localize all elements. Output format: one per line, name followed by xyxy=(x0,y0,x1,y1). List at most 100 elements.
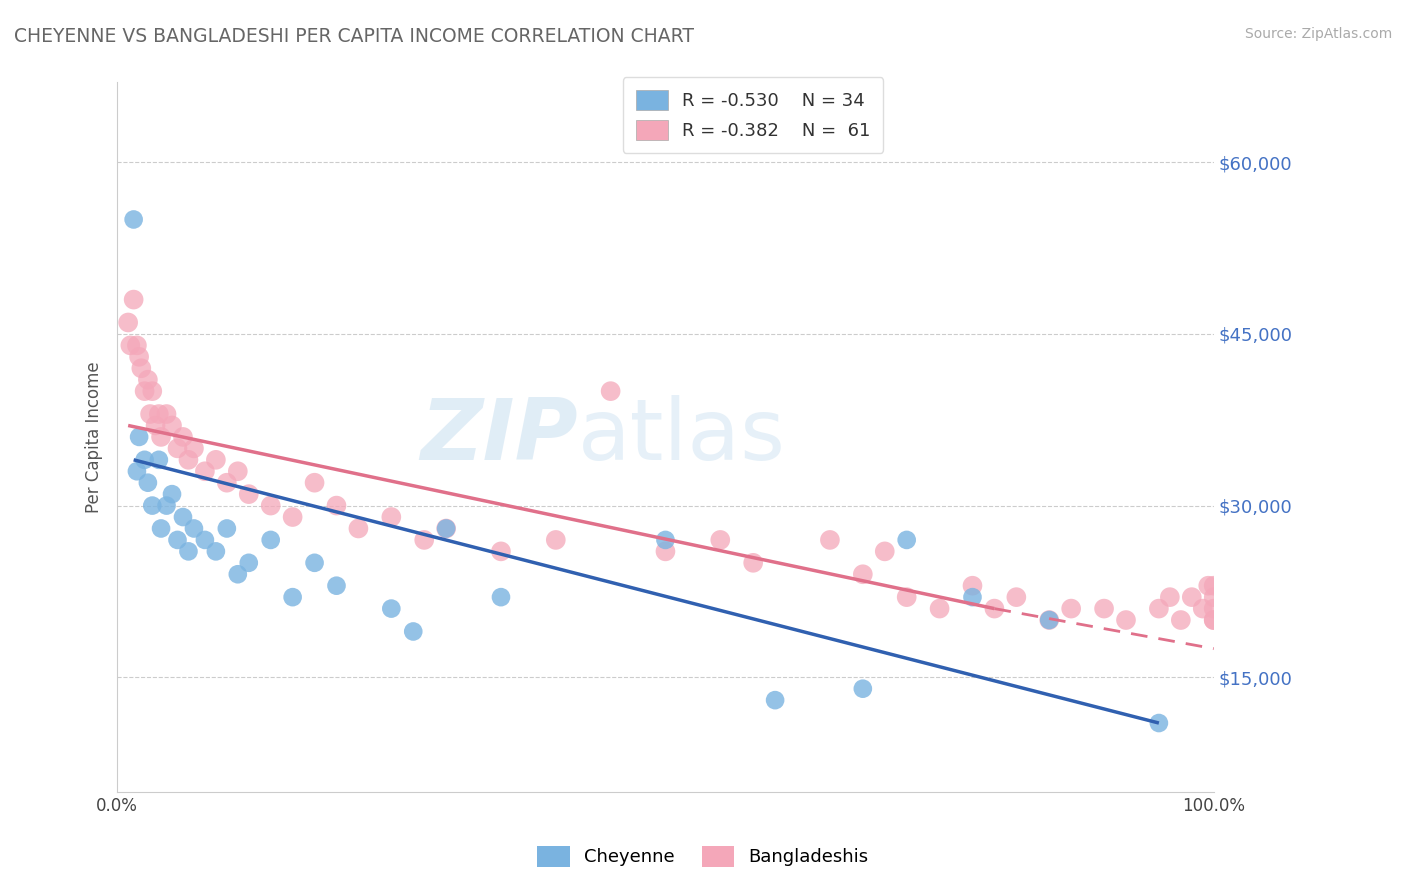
Point xyxy=(215,475,238,490)
Point xyxy=(120,338,142,352)
Point xyxy=(896,590,918,604)
Point xyxy=(1038,613,1060,627)
Point xyxy=(413,533,436,547)
Point xyxy=(141,499,163,513)
Point xyxy=(134,452,156,467)
Point xyxy=(150,521,173,535)
Point xyxy=(238,556,260,570)
Point xyxy=(205,544,228,558)
Point xyxy=(226,567,249,582)
Point xyxy=(1202,613,1225,627)
Point xyxy=(983,601,1005,615)
Point xyxy=(489,590,512,604)
Point xyxy=(1202,613,1225,627)
Point xyxy=(205,452,228,467)
Point xyxy=(160,487,183,501)
Point xyxy=(117,316,139,330)
Point xyxy=(1170,613,1192,627)
Point xyxy=(194,464,217,478)
Point xyxy=(402,624,425,639)
Point xyxy=(434,521,457,535)
Point xyxy=(148,407,170,421)
Point xyxy=(177,544,200,558)
Point xyxy=(1060,601,1083,615)
Y-axis label: Per Capita Income: Per Capita Income xyxy=(86,361,103,513)
Point xyxy=(122,212,145,227)
Point xyxy=(1159,590,1181,604)
Point xyxy=(1005,590,1028,604)
Legend: R = -0.530    N = 34, R = -0.382    N =  61: R = -0.530 N = 34, R = -0.382 N = 61 xyxy=(623,77,883,153)
Point xyxy=(928,601,950,615)
Point xyxy=(125,338,148,352)
Point xyxy=(260,533,283,547)
Point xyxy=(136,373,159,387)
Point xyxy=(215,521,238,535)
Point xyxy=(852,567,875,582)
Point xyxy=(873,544,896,558)
Point xyxy=(304,556,326,570)
Point xyxy=(281,590,304,604)
Point xyxy=(122,293,145,307)
Point xyxy=(238,487,260,501)
Text: atlas: atlas xyxy=(578,395,786,478)
Point xyxy=(125,464,148,478)
Point xyxy=(1202,601,1225,615)
Point xyxy=(654,533,676,547)
Point xyxy=(155,407,177,421)
Point xyxy=(852,681,875,696)
Point xyxy=(145,418,167,433)
Point xyxy=(160,418,183,433)
Point xyxy=(347,521,370,535)
Point xyxy=(763,693,786,707)
Point xyxy=(281,510,304,524)
Point xyxy=(172,430,194,444)
Point xyxy=(166,533,188,547)
Point xyxy=(325,579,347,593)
Point xyxy=(544,533,567,547)
Point xyxy=(896,533,918,547)
Point xyxy=(380,601,402,615)
Point xyxy=(131,361,153,376)
Point xyxy=(1202,590,1225,604)
Point xyxy=(1147,601,1170,615)
Text: Source: ZipAtlas.com: Source: ZipAtlas.com xyxy=(1244,27,1392,41)
Point xyxy=(148,452,170,467)
Point xyxy=(183,521,205,535)
Point xyxy=(1191,601,1213,615)
Point xyxy=(1115,613,1137,627)
Point xyxy=(818,533,841,547)
Point xyxy=(1092,601,1115,615)
Point xyxy=(1202,579,1225,593)
Point xyxy=(654,544,676,558)
Point xyxy=(962,590,984,604)
Point xyxy=(155,499,177,513)
Text: CHEYENNE VS BANGLADESHI PER CAPITA INCOME CORRELATION CHART: CHEYENNE VS BANGLADESHI PER CAPITA INCOM… xyxy=(14,27,695,45)
Point xyxy=(194,533,217,547)
Point xyxy=(599,384,621,399)
Legend: Cheyenne, Bangladeshis: Cheyenne, Bangladeshis xyxy=(530,838,876,874)
Point xyxy=(177,452,200,467)
Point xyxy=(141,384,163,399)
Point xyxy=(1181,590,1204,604)
Point xyxy=(1197,579,1219,593)
Point xyxy=(260,499,283,513)
Point xyxy=(128,350,150,364)
Point xyxy=(183,442,205,456)
Point xyxy=(134,384,156,399)
Point xyxy=(304,475,326,490)
Point xyxy=(166,442,188,456)
Point xyxy=(139,407,162,421)
Point xyxy=(150,430,173,444)
Point xyxy=(742,556,765,570)
Point xyxy=(962,579,984,593)
Point xyxy=(1038,613,1060,627)
Point xyxy=(709,533,731,547)
Point xyxy=(489,544,512,558)
Point xyxy=(1147,716,1170,731)
Point xyxy=(380,510,402,524)
Point xyxy=(434,521,457,535)
Text: ZIP: ZIP xyxy=(420,395,578,478)
Point xyxy=(128,430,150,444)
Point xyxy=(172,510,194,524)
Point xyxy=(325,499,347,513)
